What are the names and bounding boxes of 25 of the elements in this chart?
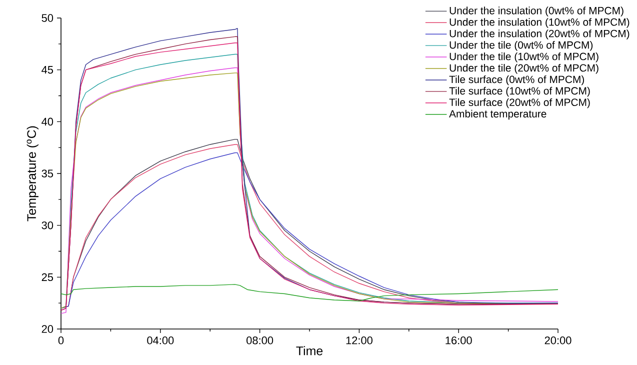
x-tick-label: 0 [58,336,64,344]
y-tick-label: 30 [42,221,54,230]
legend-label: Tile surface (0wt% of MPCM) [449,75,584,86]
x-tick-label: 08:00 [246,336,274,344]
x-axis-title: Time [296,346,323,356]
legend-label: Under the insulation (10wt% of MPCM) [450,18,630,28]
y-tick-label: 50 [42,14,54,22]
y-tick-label: 35 [42,170,54,178]
legend-label: Tile surface (20wt% of MPCM) [449,98,590,108]
legend-label: Ambient temperature [449,110,546,120]
x-tick-label: 20:00 [544,336,572,344]
y-axis-title: Temperature ($^{o}$C) [26,126,38,222]
x-tick-label: 04:00 [147,336,174,344]
legend-label: Under the insulation (0wt% of MPCM) [450,6,624,16]
legend-label: Under the tile (20wt% of MPCM) [450,64,598,74]
y-tick-label: 20 [42,325,54,333]
y-tick-label: 25 [42,273,54,282]
y-tick-label: 45 [42,66,54,74]
y-tick-label: 40 [42,118,54,126]
legend-label: Under the tile (0wt% of MPCM) [450,41,593,51]
legend-label: Tile surface (10wt% of MPCM) [449,86,590,97]
legend-label: Under the insulation (20wt% of MPCM) [450,30,630,40]
legend-label: Under the tile (10wt% of MPCM) [450,52,598,62]
x-tick-label: 12:00 [346,336,372,344]
x-tick-label: 16:00 [446,336,472,344]
